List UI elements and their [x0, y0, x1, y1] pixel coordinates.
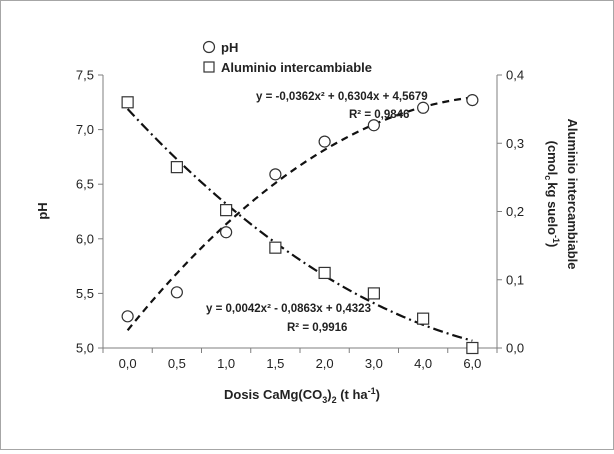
y2-axis-title-line1: Aluminio intercambiable: [565, 119, 580, 270]
trendline-ph: [126, 96, 473, 331]
y2-tick-label: 0,1: [506, 272, 524, 287]
trendlines: [126, 96, 473, 342]
tick-labels: 5,0 5,5 6,0 6,5 7,0 7,5 0,0 0,1 0,2 0,3 0,4 0,0 0,5 1…: [76, 68, 524, 372]
aluminio-point: [269, 241, 282, 254]
aluminio-point: [220, 204, 233, 217]
y-tick-label: 6,5: [76, 177, 94, 192]
y2-tick-label: 0,4: [506, 68, 524, 83]
x-axis-title: Dosis CaMg(CO3)2 (t ha-1): [224, 386, 380, 405]
equation-ph: y = -0,0362x² + 0,6304x + 4,5679: [256, 91, 428, 103]
y2-tick-label: 0,3: [506, 136, 524, 151]
legend-circle-icon: [202, 40, 216, 54]
aluminio-point: [367, 287, 380, 300]
ph-point: [269, 168, 282, 181]
x-tick-label: 2,0: [316, 356, 334, 371]
r2-ph: R² = 0,9846: [349, 109, 409, 121]
data-points: [121, 94, 479, 355]
ph-point: [466, 94, 479, 107]
y-tick-label: 7,5: [76, 68, 94, 83]
ph-point: [367, 119, 380, 132]
legend: pH Aluminio intercambiable: [202, 40, 372, 75]
ph-point: [417, 101, 430, 114]
y2-tick-label: 0,2: [506, 204, 524, 219]
x-tick-label: 1,5: [266, 356, 284, 371]
x-tick-label: 3,0: [365, 356, 383, 371]
y2-axis-title-line2: (cmolckg suelo-1): [543, 141, 561, 248]
x-tick-label: 6,0: [463, 356, 481, 371]
aluminio-point: [417, 312, 430, 325]
aluminio-point: [121, 96, 134, 109]
x-tick-label: 0,0: [119, 356, 137, 371]
y-tick-label: 5,5: [76, 286, 94, 301]
y-axis-title: pH: [35, 202, 50, 219]
x-tick-label: 0,5: [168, 356, 186, 371]
x-tick-label: 4,0: [414, 356, 432, 371]
ph-point: [170, 286, 183, 299]
aluminio-point: [170, 161, 183, 174]
trendline-aluminio: [126, 108, 473, 342]
y2-tick-label: 0,0: [506, 341, 524, 356]
r2-aluminio: R² = 0,9916: [287, 322, 347, 334]
legend-label-ph: pH: [221, 40, 238, 55]
axes: [98, 74, 502, 353]
legend-label-aluminio: Aluminio intercambiable: [221, 60, 372, 75]
y-tick-label: 7,0: [76, 122, 94, 137]
y-tick-label: 6,0: [76, 231, 94, 246]
ph-point: [318, 135, 331, 148]
ph-point: [121, 310, 134, 323]
aluminio-point: [318, 266, 331, 280]
ph-point: [220, 226, 233, 239]
legend-square-icon: [203, 61, 215, 73]
x-tick-label: 1,0: [217, 356, 235, 371]
aluminio-point: [466, 341, 479, 355]
equation-aluminio: y = 0,0042x² - 0,0863x + 0,4323: [206, 303, 371, 315]
y-tick-label: 5,0: [76, 341, 94, 356]
